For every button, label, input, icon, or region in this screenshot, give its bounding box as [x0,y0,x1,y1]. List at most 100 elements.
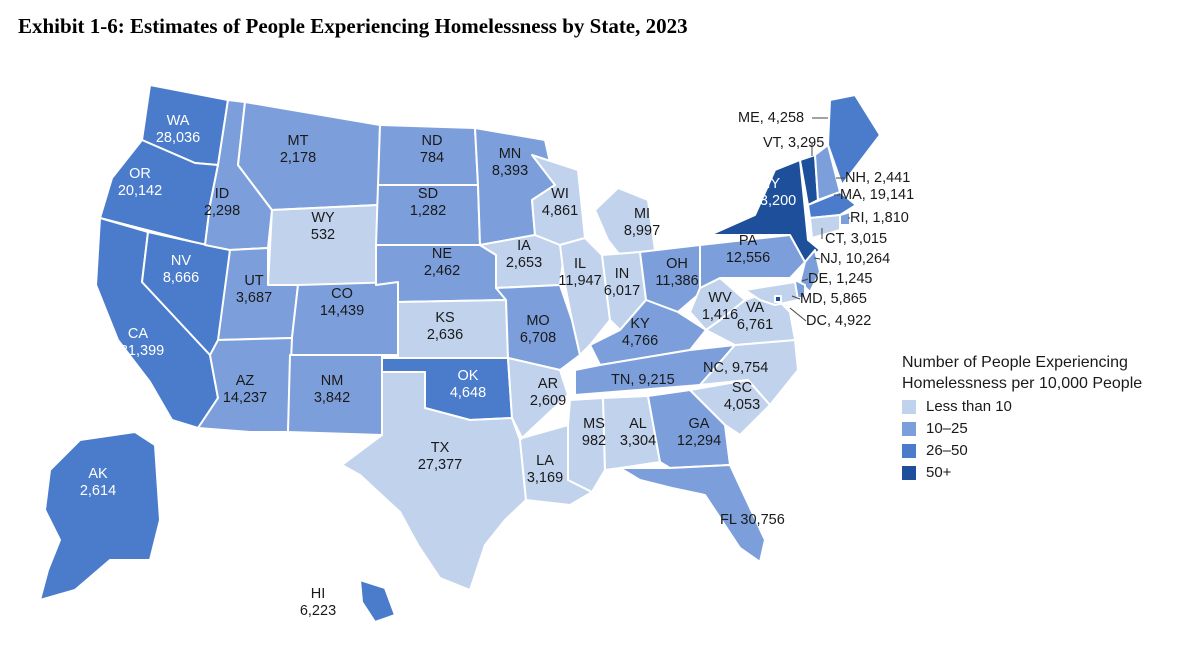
state-value-ky: 4,766 [622,333,658,349]
legend-label: 26–50 [926,442,968,459]
state-md [744,281,799,306]
state-value-ne: 2,462 [424,263,460,279]
state-value-nd: 784 [420,150,444,166]
legend-item-10-25: 10–25 [902,419,1142,438]
state-abbr-nd: ND [422,133,443,149]
state-value-hi: 6,223 [300,603,336,619]
map-legend: Number of People Experiencing Homelessne… [902,352,1142,482]
state-value-ca: 181,399 [112,343,164,359]
state-hi [359,579,396,623]
state-value-ut: 3,687 [236,290,272,306]
state-value-ok: 4,648 [450,385,486,401]
state-abbr-ne: NE [432,246,452,262]
state-label-vt: VT, 3,295 [763,135,824,151]
state-label-tn: TN, 9,215 [611,372,675,388]
state-abbr-az: AZ [236,373,255,389]
state-ct [809,214,841,239]
state-mo [495,284,581,371]
leader-line-nj [813,257,821,260]
state-value-id: 2,298 [204,203,240,219]
state-abbr-mn: MN [499,146,522,162]
state-abbr-nm: NM [321,373,344,389]
state-value-sd: 1,282 [410,203,446,219]
state-abbr-oh: OH [666,256,688,272]
state-value-sc: 4,053 [724,397,760,413]
state-abbr-ks: KS [435,310,454,326]
state-ak [39,431,161,601]
state-dc [774,295,782,303]
state-value-ny: 103,200 [744,193,796,209]
state-label-dc: DC, 4,922 [806,313,871,329]
state-abbr-al: AL [629,416,647,432]
state-label-nc: NC, 9,754 [703,360,768,376]
leader-line-md [791,295,801,300]
legend-title-line-1: Number of People Experiencing [902,354,1128,371]
state-abbr-wv: WV [708,290,732,306]
state-label-ct: CT, 3,015 [825,231,887,247]
state-abbr-ar: AR [538,376,558,392]
state-value-tx: 27,377 [418,457,462,473]
state-abbr-mt: MT [288,133,309,149]
state-abbr-or: OR [129,166,151,182]
state-value-co: 14,439 [320,303,364,319]
legend-label: 50+ [926,464,952,481]
state-abbr-in: IN [615,266,630,282]
state-abbr-tx: TX [431,440,450,456]
state-label-nh: NH, 2,441 [845,170,910,186]
state-value-il: 11,947 [558,273,601,289]
state-abbr-ny: NY [760,176,780,192]
state-abbr-ok: OK [458,368,479,384]
state-abbr-wy: WY [311,210,335,226]
state-abbr-id: ID [215,186,230,202]
state-wi [531,154,586,246]
state-value-wi: 4,861 [542,203,578,219]
state-value-or: 20,142 [118,183,162,199]
state-value-mo: 6,708 [520,330,556,346]
legend-item-50-plus: 50+ [902,463,1142,482]
page-title: Exhibit 1-6: Estimates of People Experie… [18,14,688,38]
state-value-wa: 28,036 [156,130,200,146]
state-label-md: MD, 5,865 [800,291,867,307]
state-abbr-hi: HI [311,586,326,602]
legend-label: Less than 10 [926,398,1012,415]
state-abbr-ut: UT [244,273,263,289]
state-value-va: 6,761 [737,317,773,333]
state-label-ma: MA, 19,141 [840,187,914,203]
state-abbr-ms: MS [583,416,605,432]
state-value-mn: 8,393 [492,163,528,179]
state-oh [639,244,707,313]
state-nj [799,249,821,293]
state-abbr-wi: WI [551,186,569,202]
state-abbr-mi: MI [634,206,650,222]
state-abbr-sc: SC [732,380,752,396]
state-ar [507,357,569,439]
state-abbr-nv: NV [171,253,191,269]
legend-item-26-50: 26–50 [902,441,1142,460]
state-abbr-il: IL [574,256,586,272]
state-value-pa: 12,556 [726,250,770,266]
state-tx [341,371,527,591]
legend-item-less-than-10: Less than 10 [902,397,1142,416]
state-value-mi: 8,997 [624,223,660,239]
state-fl [619,464,766,563]
state-value-ar: 2,609 [530,393,566,409]
state-abbr-sd: SD [418,186,438,202]
legend-swatch [902,421,916,436]
state-abbr-ky: KY [630,316,650,332]
legend-swatch [902,465,916,480]
state-abbr-co: CO [331,286,353,302]
state-value-ms: 982 [582,433,606,449]
state-abbr-ga: GA [689,416,710,432]
state-value-nv: 8,666 [163,270,199,286]
state-az [197,337,293,433]
state-value-in: 6,017 [604,283,640,299]
legend-swatch [902,399,916,414]
leader-line-dc [789,307,807,322]
legend-title-line-2: Homelessness per 10,000 People [902,375,1143,392]
state-abbr-ia: IA [517,238,531,254]
state-value-ks: 2,636 [427,327,463,343]
state-value-ak: 2,614 [80,483,116,499]
state-ny [709,159,821,263]
state-label-ri: RI, 1,810 [850,210,909,226]
